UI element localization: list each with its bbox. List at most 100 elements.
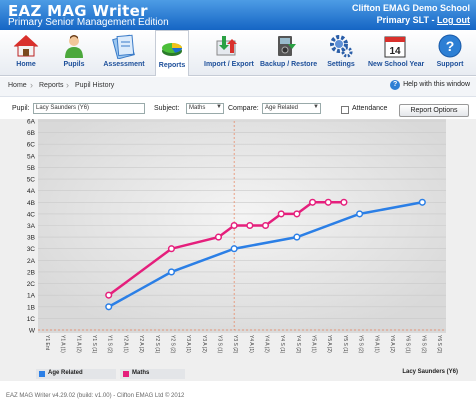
compare-label: Compare: <box>228 105 259 112</box>
svg-text:?: ? <box>446 38 455 54</box>
x-tick-label: Y5 A (2) <box>326 335 332 353</box>
subject-select[interactable]: Maths ▼ <box>186 103 224 114</box>
nav-label: Backup / Restore <box>260 61 318 68</box>
nav-label: Assessment <box>103 61 145 68</box>
x-tick-label: Y5 S (2) <box>358 335 364 354</box>
home-icon <box>13 35 39 57</box>
calendar-icon: 14 <box>384 36 406 58</box>
data-point <box>293 210 301 218</box>
nav-label: Settings <box>327 61 355 68</box>
help-label: Help with this window <box>403 81 470 88</box>
school-name: Clifton EMAG Demo School <box>352 3 470 13</box>
nav-label: New School Year <box>368 61 425 68</box>
subject-label: Subject: <box>154 105 180 112</box>
y-tick-label: 2C <box>27 281 36 288</box>
attendance-label: Attendance <box>352 105 388 112</box>
y-tick-label: 2B <box>27 269 35 276</box>
chevron-down-icon: ▼ <box>313 104 319 110</box>
backup-icon <box>278 36 296 56</box>
logout-link[interactable]: Log out <box>437 15 470 25</box>
breadcrumb-separator: › <box>66 80 69 90</box>
nav-backup-restore[interactable]: Backup / Restore <box>260 30 318 76</box>
nav-label: Reports <box>158 62 186 69</box>
breadcrumb-reports[interactable]: Reports <box>39 82 64 89</box>
data-point <box>340 198 348 206</box>
pupil-value: Lacy Saunders (Y6) <box>36 105 90 111</box>
data-point <box>261 221 270 230</box>
series <box>105 198 426 311</box>
assessment-icon <box>112 34 135 59</box>
x-tick-label: Y1 S (1) <box>91 335 97 354</box>
help-link[interactable]: ? Help with this window <box>390 80 470 90</box>
gear-icon <box>330 35 353 58</box>
user-line: Primary SLT - Log out <box>376 15 470 25</box>
legend-swatch <box>123 371 129 377</box>
x-tick-label: Y5 A (1) <box>311 335 317 353</box>
report-options-button[interactable]: Report Options <box>399 104 469 117</box>
x-tick-label: Y5 S (1) <box>342 335 348 354</box>
y-tick-label: 1A <box>27 293 36 300</box>
x-tick-label: Y3 S (2) <box>232 335 238 354</box>
help-icon: ? <box>390 80 401 90</box>
x-tick-label: Y2 A (2) <box>138 335 144 353</box>
x-tick-label: Y1 Ent <box>44 335 50 351</box>
y-tick-label: 1C <box>27 316 36 323</box>
data-point <box>105 291 113 299</box>
nav-new-school-year[interactable]: 14 New School Year <box>368 30 425 76</box>
x-tick-label: Y1 A (2) <box>75 335 81 353</box>
app-title: EAZ MAG Writer <box>8 2 148 20</box>
data-point <box>230 221 238 230</box>
attendance-checkbox[interactable] <box>341 106 349 114</box>
x-tick-label: Y4 S (2) <box>295 335 301 354</box>
breadcrumb: Home › Reports › Pupil History ? Help wit… <box>0 77 476 97</box>
data-point <box>105 303 113 311</box>
nav-assessment[interactable]: Assessment <box>103 30 145 76</box>
y-tick-label: 3B <box>27 235 35 242</box>
y-tick-label: W <box>29 328 36 335</box>
x-tick-label: Y1 S (2) <box>107 335 113 354</box>
nav-label: Import / Export <box>204 61 254 68</box>
nav-pupils[interactable]: Pupils <box>58 30 90 76</box>
nav-label: Pupils <box>63 61 85 68</box>
support-icon: ? <box>438 34 462 58</box>
pupil-history-chart: W 1C 1B 1A 2C 2B 2A 3C 3B 3A 4C 4B 4A 5C 5B 5A 6C 6B 6A Y1… <box>0 119 476 381</box>
y-tick-label: 1B <box>27 304 35 311</box>
x-tick-label: Y3 A (1) <box>185 335 191 353</box>
pupil-label: Pupil: <box>12 105 30 112</box>
app-edition: Primary Senior Management Edition <box>8 17 169 28</box>
y-tick-label: 3A <box>27 223 36 230</box>
compare-value: Age Related <box>265 105 299 111</box>
data-point <box>167 245 175 253</box>
nav-label: Support <box>436 61 464 68</box>
nav-reports[interactable]: Reports <box>155 30 189 76</box>
x-tick-label: Y6 A (2) <box>389 335 395 353</box>
legend-swatch <box>39 371 45 377</box>
data-point <box>230 245 238 253</box>
x-tick-label: Y3 A (2) <box>201 335 207 353</box>
nav-home[interactable]: Home <box>10 30 42 76</box>
x-tick-label: Y4 S (1) <box>279 335 285 354</box>
data-point <box>167 268 175 276</box>
y-tick-label: 2A <box>27 258 36 265</box>
x-tick-label: Y6 S (1) <box>405 335 411 354</box>
y-axis-labels: W 1C 1B 1A 2C 2B 2A 3C 3B 3A 4C 4B 4A 5C 5B 5A 6C 6B 6A <box>27 119 36 335</box>
y-tick-label: 4C <box>27 211 36 218</box>
nav-import-export[interactable]: Import / Export <box>204 30 254 76</box>
data-point <box>277 210 285 218</box>
filter-bar: Pupil: Lacy Saunders (Y6) Subject: Maths… <box>0 98 476 120</box>
pupil-field[interactable]: Lacy Saunders (Y6) <box>33 103 145 114</box>
user-role: Primary SLT <box>376 15 429 25</box>
nav-settings[interactable]: Settings <box>325 30 357 76</box>
x-axis-labels: Y1 Ent Y1 A (1) Y1 A (2) Y1 S (1) Y1 S (2) Y2… <box>44 335 442 354</box>
compare-select[interactable]: Age Related ▼ <box>262 103 321 114</box>
y-tick-label: 3C <box>27 246 36 253</box>
x-tick-label: Y2 A (1) <box>122 335 128 353</box>
x-tick-label: Y2 S (2) <box>169 335 175 354</box>
legend-label: Age Related <box>48 370 83 376</box>
app-header: EAZ MAG Writer Primary Senior Management… <box>0 0 476 30</box>
reports-icon <box>162 43 182 56</box>
breadcrumb-home[interactable]: Home <box>8 82 27 89</box>
y-tick-label: 6B <box>27 130 35 137</box>
nav-support[interactable]: ? Support <box>434 30 466 76</box>
x-tick-label: Y3 S (1) <box>216 335 222 354</box>
